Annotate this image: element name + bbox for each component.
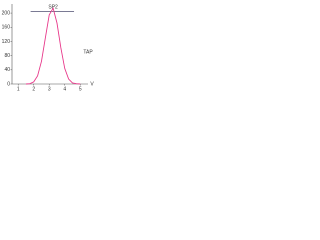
x-tick-label: 5 (79, 86, 82, 92)
page: {"chart_data":{"type":"line","x_label":"… (0, 0, 320, 95)
x-axis-label: V (90, 81, 94, 87)
x-tick-label: 3 (48, 86, 51, 92)
chart: V TAP 0 40 80 120 160 200 1 2 3 4 5 SP2 (2, 4, 94, 92)
y-tick-label: 40 (4, 67, 10, 73)
series-label: SP2 (48, 5, 58, 11)
x-tick-label: 2 (32, 86, 35, 92)
y-tick-label: 120 (2, 39, 11, 45)
y-tick-label: 200 (2, 10, 11, 16)
x-tick-label: 4 (63, 86, 66, 92)
line-series (25, 6, 81, 85)
annotation: TAP (83, 49, 93, 55)
y-tick-label: 160 (2, 25, 11, 31)
y-tick-label: 80 (4, 53, 10, 59)
y-tick-label: 0 (7, 81, 10, 87)
x-tick-label: 1 (17, 86, 20, 92)
